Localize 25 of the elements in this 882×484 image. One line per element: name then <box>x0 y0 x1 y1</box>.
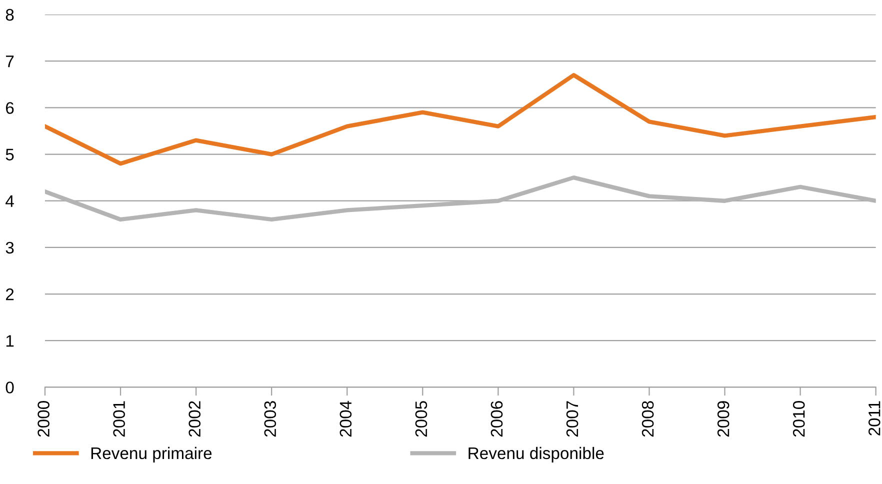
x-tick-label: 2001 <box>113 401 125 437</box>
x-tick-label: 2002 <box>188 401 201 437</box>
y-tick-label: 7 <box>6 56 14 68</box>
x-tick-label: 2003 <box>264 401 276 437</box>
y-tick-label: 2 <box>6 288 14 300</box>
legend-label: Revenu primaire <box>91 446 212 462</box>
x-tick-label: 2008 <box>642 401 654 437</box>
line-series <box>44 72 876 166</box>
y-tick-label: 4 <box>6 195 14 207</box>
x-tick-label: 2005 <box>415 401 428 437</box>
y-tick-label: 3 <box>6 242 14 254</box>
y-tick-label: 5 <box>6 148 14 160</box>
x-tick-label: 2006 <box>490 401 503 437</box>
x-tick-label: 2009 <box>717 401 730 437</box>
x-tick-label: 2007 <box>566 401 578 437</box>
x-tick-label: 2004 <box>340 400 352 437</box>
y-tick-label: 6 <box>6 102 14 114</box>
line-series <box>44 175 876 222</box>
x-tick-label: 2010 <box>792 401 805 437</box>
y-tick-label: 8 <box>6 8 14 21</box>
legend-label: Revenu disponible <box>468 446 604 462</box>
y-tick-label: 1 <box>6 335 14 347</box>
x-tick-label: 2011 <box>868 401 880 436</box>
y-tick-label: 0 <box>6 382 14 394</box>
x-tick-label: 2000 <box>38 401 50 437</box>
